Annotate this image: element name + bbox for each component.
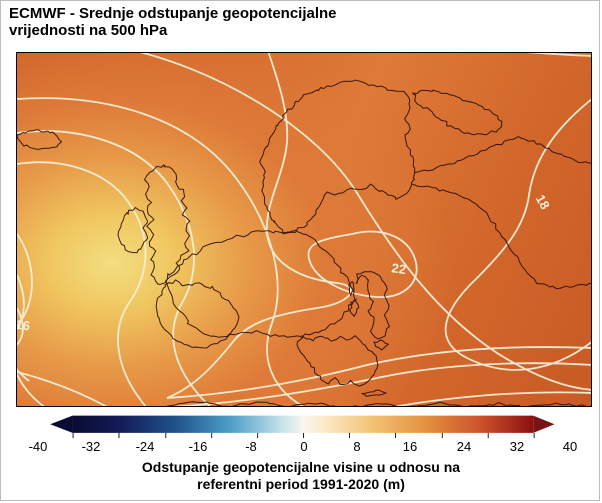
svg-text:16: 16 — [17, 317, 31, 334]
svg-text:18: 18 — [533, 192, 553, 212]
svg-text:22: 22 — [391, 260, 407, 277]
